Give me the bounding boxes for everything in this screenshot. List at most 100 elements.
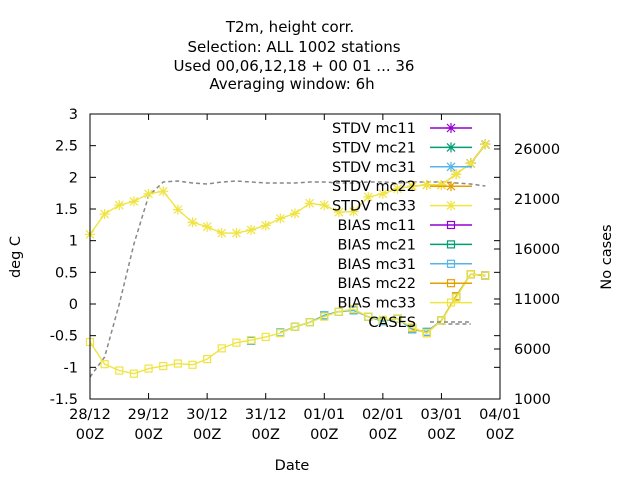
legend-item: BIAS mc22	[337, 276, 472, 292]
data-point	[333, 207, 344, 218]
data-point	[446, 279, 456, 288]
data-point	[446, 298, 456, 307]
legend-label: STDV mc21	[332, 140, 416, 156]
x-tick-label: 02/01	[362, 407, 404, 423]
data-point	[172, 204, 183, 215]
x-tick-label-hour: 00Z	[134, 427, 162, 443]
y-tick-label: 0	[69, 297, 78, 313]
legend-item: CASES	[368, 315, 472, 331]
data-point	[100, 360, 109, 369]
legend-label: STDV mc11	[332, 121, 416, 137]
legend-label: STDV mc22	[332, 179, 416, 195]
series-bias-mc22	[408, 270, 490, 338]
y-tick-label: -0.5	[50, 329, 78, 345]
data-point	[446, 200, 456, 211]
x-tick-label: 31/12	[245, 407, 287, 423]
y2-tick-label: 21000	[514, 192, 560, 208]
data-point	[393, 314, 402, 323]
data-point	[144, 364, 153, 373]
x-tick-label-hour: 00Z	[310, 427, 338, 443]
x-tick-label: 01/01	[303, 407, 345, 423]
data-point	[115, 366, 124, 375]
data-point	[377, 188, 388, 199]
x-tick-label-hour: 00Z	[369, 427, 397, 443]
data-point	[217, 344, 226, 353]
data-point	[232, 338, 241, 347]
data-point	[261, 332, 270, 342]
data-point	[143, 188, 154, 199]
data-point	[446, 142, 456, 153]
data-point	[216, 228, 227, 239]
y-tick-label: 1	[69, 234, 78, 250]
legend-item: BIAS mc33	[337, 296, 472, 312]
y2-tick-label: 26000	[514, 142, 560, 158]
legend-item: BIAS mc31	[337, 257, 472, 273]
data-point	[246, 224, 257, 235]
data-point	[422, 329, 431, 338]
legend-label: STDV mc31	[332, 160, 416, 176]
x-tick-label: 04/01	[479, 407, 521, 423]
data-point	[128, 196, 139, 207]
data-point	[319, 200, 330, 211]
x-tick-label-hour: 00Z	[252, 427, 280, 443]
series-stdv-mc33	[85, 139, 491, 240]
data-point	[446, 240, 456, 249]
y-tick-label: -1.5	[50, 392, 78, 408]
series-line	[89, 143, 486, 235]
y-tick-label: 2.5	[55, 139, 78, 155]
y2-axis-label: No cases	[599, 224, 615, 289]
axis-ticks: -1.5 -1 -0.5 0 0.5 1 1.5 2 2.5 3 1000 6000 11000 1600…	[50, 107, 560, 443]
data-point	[188, 360, 197, 369]
data-point	[378, 315, 387, 324]
y2-tick-label: 1000	[514, 392, 551, 408]
y2-tick-label: 16000	[514, 242, 560, 258]
data-point	[99, 209, 110, 220]
data-point	[481, 271, 490, 280]
data-point	[158, 186, 169, 197]
legend-item: BIAS mc11	[337, 218, 472, 234]
data-point	[305, 318, 314, 327]
legend-item: STDV mc22	[332, 179, 472, 195]
x-tick-label-hour: 00Z	[193, 427, 221, 443]
legend-label: STDV mc33	[332, 199, 416, 215]
series-line	[89, 180, 486, 378]
data-point	[446, 181, 456, 192]
data-point	[466, 270, 475, 279]
legend-label: BIAS mc31	[337, 257, 416, 273]
data-point	[446, 220, 456, 230]
data-point	[451, 169, 462, 180]
data-point	[290, 208, 300, 219]
x-tick-label-hour: 00Z	[427, 427, 455, 443]
legend-label: BIAS mc33	[337, 296, 416, 312]
x-tick-label: 28/12	[69, 407, 111, 423]
data-point	[320, 312, 329, 321]
legend-item: BIAS mc21	[337, 237, 472, 253]
data-point	[392, 183, 403, 194]
y2-tick-label: 11000	[514, 292, 560, 308]
title-line-3: Used 00,06,12,18 + 00 01 ... 36	[174, 57, 415, 75]
legend: STDV mc11 STDV mc21 STDV mc31 STDV mc22 STDV…	[332, 121, 472, 331]
data-point	[446, 123, 456, 133]
plot-series	[85, 139, 491, 378]
legend-label: BIAS mc11	[337, 218, 416, 234]
data-point	[275, 213, 286, 224]
data-point	[446, 161, 456, 172]
data-point	[129, 369, 139, 378]
y-tick-label: 3	[69, 107, 78, 123]
legend-label: BIAS mc21	[337, 237, 416, 253]
x-tick-label-hour: 00Z	[76, 427, 104, 443]
y-tick-label: 2	[69, 170, 78, 186]
data-point	[446, 259, 456, 268]
data-point	[421, 179, 432, 190]
series-bias-mc33	[85, 270, 490, 378]
data-point	[290, 322, 300, 331]
title-line-2: Selection: ALL 1002 stations	[187, 38, 400, 56]
data-point	[260, 220, 271, 231]
data-point	[334, 307, 344, 316]
data-point	[437, 316, 446, 325]
x-tick-label: 30/12	[186, 407, 228, 423]
title-line-4: Averaging window: 6h	[209, 75, 374, 93]
data-point	[114, 200, 125, 211]
